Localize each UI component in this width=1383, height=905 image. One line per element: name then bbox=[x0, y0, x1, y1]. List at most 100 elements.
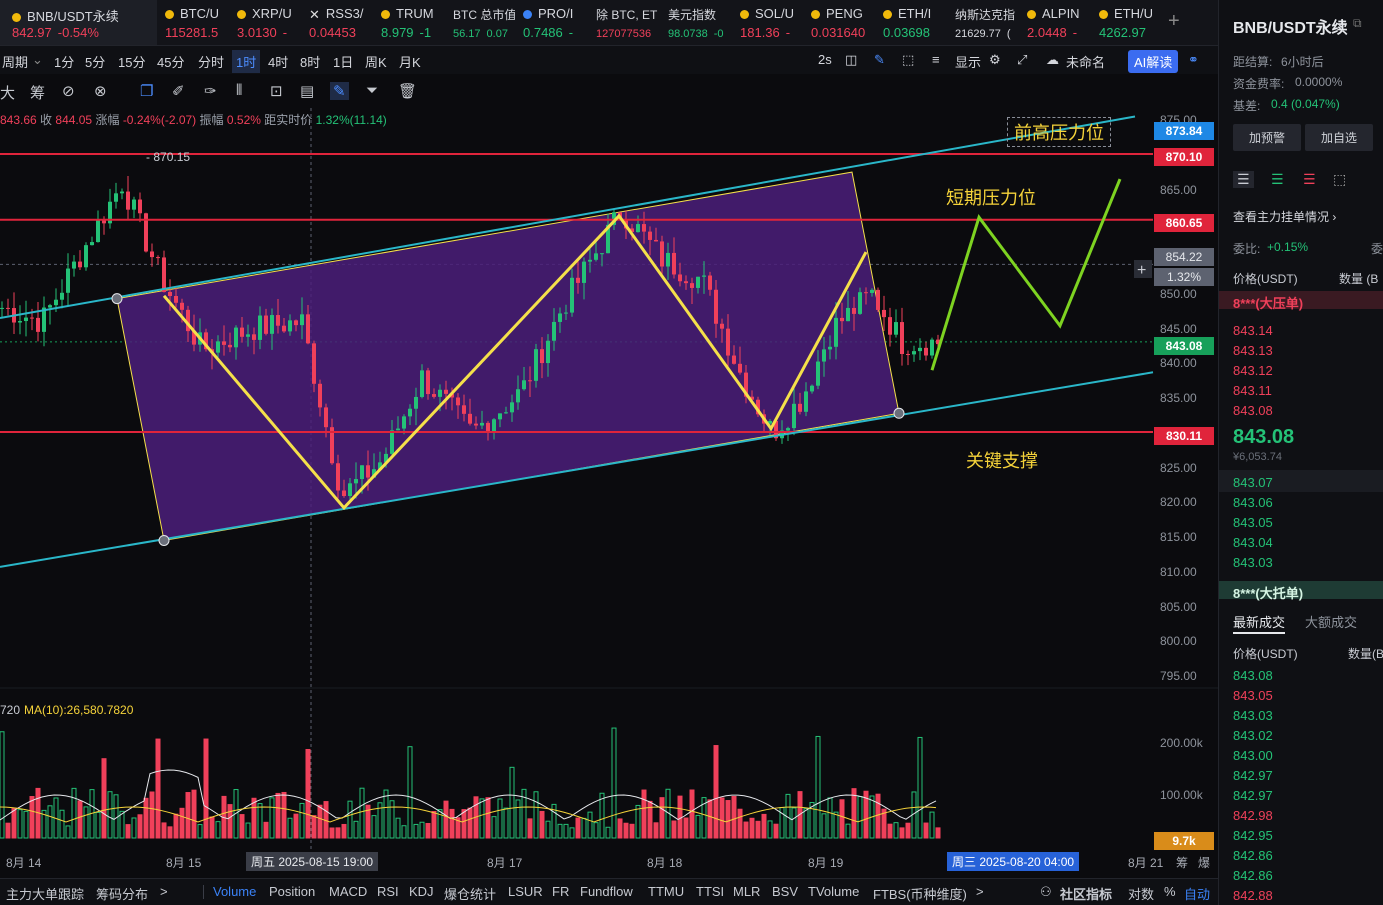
camera-icon[interactable]: ◫ bbox=[845, 52, 858, 67]
indicator-right-1[interactable]: 对数 bbox=[1128, 887, 1155, 902]
tab-latest-trades[interactable]: 最新成交 bbox=[1233, 615, 1286, 630]
layout-name[interactable]: 未命名 bbox=[1066, 55, 1106, 70]
liquidation-toggle[interactable]: 爆 bbox=[1198, 856, 1211, 870]
tf-month[interactable]: 月K bbox=[399, 55, 421, 70]
fullscreen-icon[interactable]: ⤢ bbox=[1017, 52, 1028, 67]
indicator-3[interactable]: Volume bbox=[213, 884, 257, 899]
annotation-short-term[interactable]: 短期压力位 bbox=[946, 188, 1036, 208]
indicator-11[interactable]: Fundflow bbox=[580, 884, 633, 899]
bid-level[interactable]: 843.03 bbox=[1233, 555, 1273, 570]
indicator-13[interactable]: TTSI bbox=[696, 884, 725, 899]
ticker-11[interactable]: ETH/I 0.03698 bbox=[883, 0, 945, 45]
bid-level[interactable]: 843.05 bbox=[1233, 515, 1273, 530]
eraser-icon[interactable]: ⊗ bbox=[94, 83, 107, 100]
ticker-12[interactable]: 纳斯达克指 21629.77 ( bbox=[955, 0, 1017, 45]
indicator-4[interactable]: Position bbox=[269, 884, 316, 899]
ask-level[interactable]: 843.14 bbox=[1233, 323, 1273, 338]
tf-time[interactable]: 分时 bbox=[198, 55, 225, 70]
settings-icon[interactable]: ⚙ bbox=[989, 52, 1001, 67]
ticker-0[interactable]: BNB/USDT永续 842.97 -0.54% bbox=[0, 0, 157, 45]
book-bids-icon[interactable]: ☰ bbox=[1271, 171, 1284, 187]
book-both-icon[interactable]: ☰ bbox=[1233, 171, 1254, 188]
magnet-icon[interactable]: ⊘ bbox=[62, 83, 75, 100]
ask-level[interactable]: 843.13 bbox=[1233, 343, 1273, 358]
indicator-15[interactable]: BSV bbox=[772, 884, 799, 899]
candle-icon[interactable]: ⫴ bbox=[236, 82, 243, 99]
ask-level[interactable]: 843.08 bbox=[1233, 403, 1273, 418]
indicator-10[interactable]: FR bbox=[552, 884, 570, 899]
indicator-right-0[interactable]: 社区指标 bbox=[1060, 887, 1113, 902]
indicator-6[interactable]: RSI bbox=[377, 884, 399, 899]
indicator-right-3[interactable]: 自动 bbox=[1184, 887, 1211, 902]
ai-button[interactable]: AI解读 bbox=[1128, 50, 1179, 73]
add-tab-icon[interactable]: + bbox=[1168, 10, 1180, 32]
indicator-14[interactable]: MLR bbox=[733, 884, 761, 899]
indicator-1[interactable]: 筹码分布 bbox=[96, 887, 149, 902]
tf-5m[interactable]: 5分 bbox=[85, 55, 106, 70]
indicator-right-2[interactable]: % bbox=[1164, 884, 1176, 899]
book-expand-icon[interactable]: ⬚ bbox=[1333, 171, 1347, 187]
ticker-6[interactable]: PRO/I 0.7486- bbox=[523, 0, 585, 45]
list-icon[interactable]: ≡ bbox=[932, 52, 940, 67]
ask-level[interactable]: 843.12 bbox=[1233, 363, 1273, 378]
indicator-2[interactable]: > bbox=[160, 884, 168, 899]
bid-level[interactable]: 843.07 bbox=[1233, 475, 1273, 490]
indicator-9[interactable]: LSUR bbox=[508, 884, 543, 899]
tf-week[interactable]: 周K bbox=[365, 55, 387, 70]
ticker-2[interactable]: XRP/U 3.0130- bbox=[237, 0, 299, 45]
tf-8h[interactable]: 8时 bbox=[300, 55, 321, 70]
add-favorite-button[interactable]: 加自选 bbox=[1305, 124, 1374, 151]
tf-period[interactable]: 周期 bbox=[2, 55, 29, 70]
ticker-5[interactable]: BTC 总市值 56.17 0.07 bbox=[453, 0, 515, 45]
ticker-13[interactable]: ALPIN 2.0448- bbox=[1027, 0, 1089, 45]
trash-icon[interactable]: 🗑 bbox=[398, 83, 418, 100]
display-button[interactable]: 显示 bbox=[955, 55, 982, 70]
community-icon[interactable]: ⚇ bbox=[1040, 884, 1052, 899]
indicator-0[interactable]: 主力大单跟踪 bbox=[6, 887, 85, 902]
note-icon[interactable]: ▤ bbox=[300, 83, 315, 100]
indicator-7[interactable]: KDJ bbox=[409, 884, 434, 899]
share-icon[interactable]: ⚭ bbox=[1188, 52, 1199, 67]
book-asks-icon[interactable]: ☰ bbox=[1303, 171, 1316, 187]
ticker-4[interactable]: TRUM 8.979 -1 bbox=[381, 0, 443, 45]
add-alert-button[interactable]: 加预警 bbox=[1233, 124, 1302, 151]
chip-toggle[interactable]: 筹 bbox=[1176, 856, 1189, 870]
ticker-1[interactable]: BTC/U 115281.5 bbox=[165, 0, 227, 45]
tf-1m[interactable]: 1分 bbox=[54, 55, 75, 70]
depth-link[interactable]: 查看主力挂单情况 › bbox=[1233, 210, 1337, 224]
refresh-interval[interactable]: 2s bbox=[818, 52, 832, 67]
lock-icon[interactable]: ⊡ bbox=[270, 83, 283, 100]
indicator-8[interactable]: 爆仓统计 bbox=[444, 887, 497, 902]
tf-15m[interactable]: 15分 bbox=[118, 55, 146, 70]
indicator-5[interactable]: MACD bbox=[329, 884, 368, 899]
ticker-10[interactable]: PENG 0.031640 bbox=[811, 0, 873, 45]
annotation-prev-high[interactable]: 前高压力位 bbox=[1007, 117, 1111, 147]
tf-45m[interactable]: 45分 bbox=[157, 55, 185, 70]
copy-icon[interactable]: ❐ bbox=[140, 83, 154, 100]
ticker-8[interactable]: 美元指数 98.0738 -0 bbox=[668, 0, 730, 45]
bid-level[interactable]: 843.06 bbox=[1233, 495, 1273, 510]
ticker-14[interactable]: ETH/U 4262.97 bbox=[1099, 0, 1161, 45]
chevron-down-icon[interactable]: ⌄ bbox=[32, 52, 43, 67]
price-chart[interactable]: + bbox=[0, 108, 1218, 850]
tab-big-trades[interactable]: 大额成交 bbox=[1305, 615, 1358, 630]
filter-icon[interactable]: ⏷ bbox=[366, 82, 379, 99]
indicator-17[interactable]: FTBS(币种维度) bbox=[873, 887, 967, 902]
indicator-16[interactable]: TVolume bbox=[808, 884, 860, 899]
tool-big[interactable]: 大 bbox=[0, 85, 16, 102]
draw-active-icon[interactable]: ✎ bbox=[330, 82, 349, 100]
tf-1h[interactable]: 1时 bbox=[232, 50, 261, 73]
pen-icon[interactable]: ✎ bbox=[874, 52, 885, 67]
ticker-9[interactable]: SOL/U 181.36- bbox=[740, 0, 802, 45]
brush-icon[interactable]: ✑ bbox=[204, 83, 217, 100]
indicator-18[interactable]: > bbox=[976, 884, 984, 899]
ticker-7[interactable]: 除 BTC, ET 127077536 bbox=[596, 0, 658, 45]
pencil-icon[interactable]: ✐ bbox=[172, 83, 185, 100]
select-icon[interactable]: ⬚ bbox=[902, 52, 915, 67]
cloud-icon[interactable]: ☁ bbox=[1046, 52, 1059, 67]
ask-level[interactable]: 843.11 bbox=[1233, 383, 1272, 398]
annotation-key-support[interactable]: 关键支撑 bbox=[966, 451, 1038, 471]
ticker-3[interactable]: ✕ RSS3/0.04453 bbox=[309, 0, 371, 45]
bid-level[interactable]: 843.04 bbox=[1233, 535, 1273, 550]
popout-icon[interactable]: ⧉ bbox=[1353, 16, 1362, 30]
